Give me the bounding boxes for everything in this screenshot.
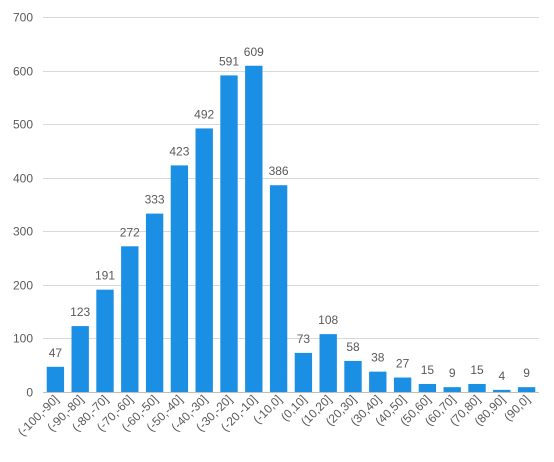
bar-19 <box>517 387 536 392</box>
data-label-5: 423 <box>169 144 189 158</box>
bar-16 <box>443 387 461 392</box>
data-label-9: 386 <box>269 164 289 178</box>
data-label-0: 47 <box>49 346 63 360</box>
y-tick-label: 0 <box>26 386 33 400</box>
data-labels: 47 123 191 272 333 423 492 591 609 386 73 108 58 38 27… <box>49 45 531 383</box>
data-label-14: 27 <box>396 357 410 371</box>
data-label-12: 58 <box>346 340 360 354</box>
bar-17 <box>468 383 486 392</box>
bar-18 <box>493 389 511 392</box>
bar-2 <box>96 289 114 392</box>
data-label-10: 73 <box>297 332 311 346</box>
bar-8 <box>245 65 263 392</box>
x-axis-ticks: (-100,-90](-90,-80](-80,-70](-70,-60](-6… <box>15 392 533 439</box>
gridlines <box>43 17 539 393</box>
y-tick-label: 600 <box>13 65 33 79</box>
y-tick-label: 200 <box>13 279 33 293</box>
y-tick-label: 700 <box>13 11 33 25</box>
bar-1 <box>71 326 89 392</box>
data-label-4: 333 <box>145 193 165 207</box>
bar-9 <box>269 185 288 392</box>
data-label-19: 9 <box>523 366 530 380</box>
bar-7 <box>220 75 238 393</box>
x-tick-label-9: (-10,0] <box>250 392 284 426</box>
bar-4 <box>145 213 164 392</box>
bar-0 <box>46 366 65 392</box>
x-tick-label-19: (90,0] <box>501 392 533 424</box>
bar-15 <box>418 383 437 392</box>
bar-3 <box>121 246 139 392</box>
data-label-11: 108 <box>318 313 338 327</box>
data-label-8: 609 <box>244 45 264 59</box>
data-label-3: 272 <box>120 225 140 239</box>
bars <box>46 65 536 393</box>
y-tick-label: 400 <box>13 172 33 186</box>
data-label-16: 9 <box>449 366 456 380</box>
bar-5 <box>170 165 189 392</box>
data-label-1: 123 <box>70 305 90 319</box>
data-label-13: 38 <box>371 351 385 365</box>
data-label-6: 492 <box>194 107 214 121</box>
data-label-17: 15 <box>470 363 484 377</box>
bar-12 <box>344 360 362 392</box>
data-label-18: 4 <box>498 369 505 383</box>
data-label-15: 15 <box>421 363 435 377</box>
y-tick-label: 100 <box>13 332 33 346</box>
y-tick-label: 300 <box>13 225 33 239</box>
bar-6 <box>195 128 213 392</box>
y-tick-label: 500 <box>13 118 33 132</box>
bar-14 <box>393 377 412 392</box>
data-label-7: 591 <box>219 54 239 68</box>
y-axis-ticks: 0 100 200 300 400 500 600 700 <box>13 11 33 400</box>
data-label-2: 191 <box>95 269 115 283</box>
bar-13 <box>369 371 387 392</box>
bar-10 <box>294 352 313 392</box>
bar-11 <box>319 334 337 392</box>
